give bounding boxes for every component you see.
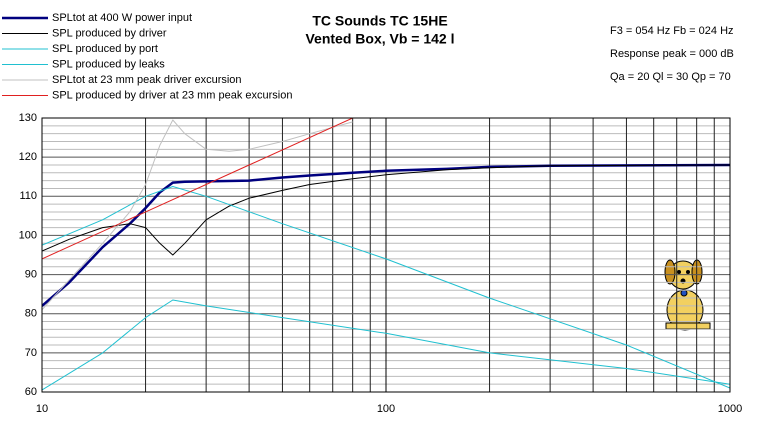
- x-tick-label: 100: [377, 403, 395, 415]
- y-tick-label: 120: [19, 151, 37, 163]
- series-line: [42, 163, 730, 307]
- dog-icon: [664, 259, 711, 331]
- y-tick-label: 60: [25, 386, 37, 398]
- legend-label: SPL produced by driver at 23 mm peak exc…: [52, 89, 293, 101]
- series-line: [42, 119, 353, 311]
- series-line: [42, 299, 730, 391]
- annotation: Qa = 20 Ql = 30 Qp = 70: [610, 71, 731, 83]
- legend-label: SPL produced by leaks: [52, 58, 165, 70]
- y-tick-label: 80: [25, 308, 37, 320]
- plot-border: [41, 117, 731, 393]
- chart-subtitle: Vented Box, Vb = 142 l: [305, 31, 454, 47]
- y-tick-label: 70: [25, 347, 37, 359]
- y-tick-label: 100: [19, 229, 37, 241]
- legend-label: SPL produced by port: [52, 43, 158, 55]
- y-tick-label: 90: [25, 268, 37, 280]
- y-tick-label: 110: [19, 190, 37, 202]
- series-line: [42, 164, 730, 256]
- chart-title: TC Sounds TC 15HE: [312, 13, 447, 29]
- legend-label: SPLtot at 400 W power input: [52, 12, 192, 24]
- series-line: [42, 118, 353, 260]
- annotation: F3 = 054 Hz Fb = 024 Hz: [610, 25, 734, 37]
- y-tick-label: 130: [19, 112, 37, 124]
- legend-label: SPL produced by driver: [52, 27, 167, 39]
- legend-label: SPLtot at 23 mm peak driver excursion: [52, 74, 242, 86]
- x-tick-label: 1000: [718, 403, 742, 415]
- series-line: [42, 186, 730, 389]
- annotation: Response peak = 000 dB: [610, 48, 734, 60]
- x-tick-label: 10: [36, 403, 48, 415]
